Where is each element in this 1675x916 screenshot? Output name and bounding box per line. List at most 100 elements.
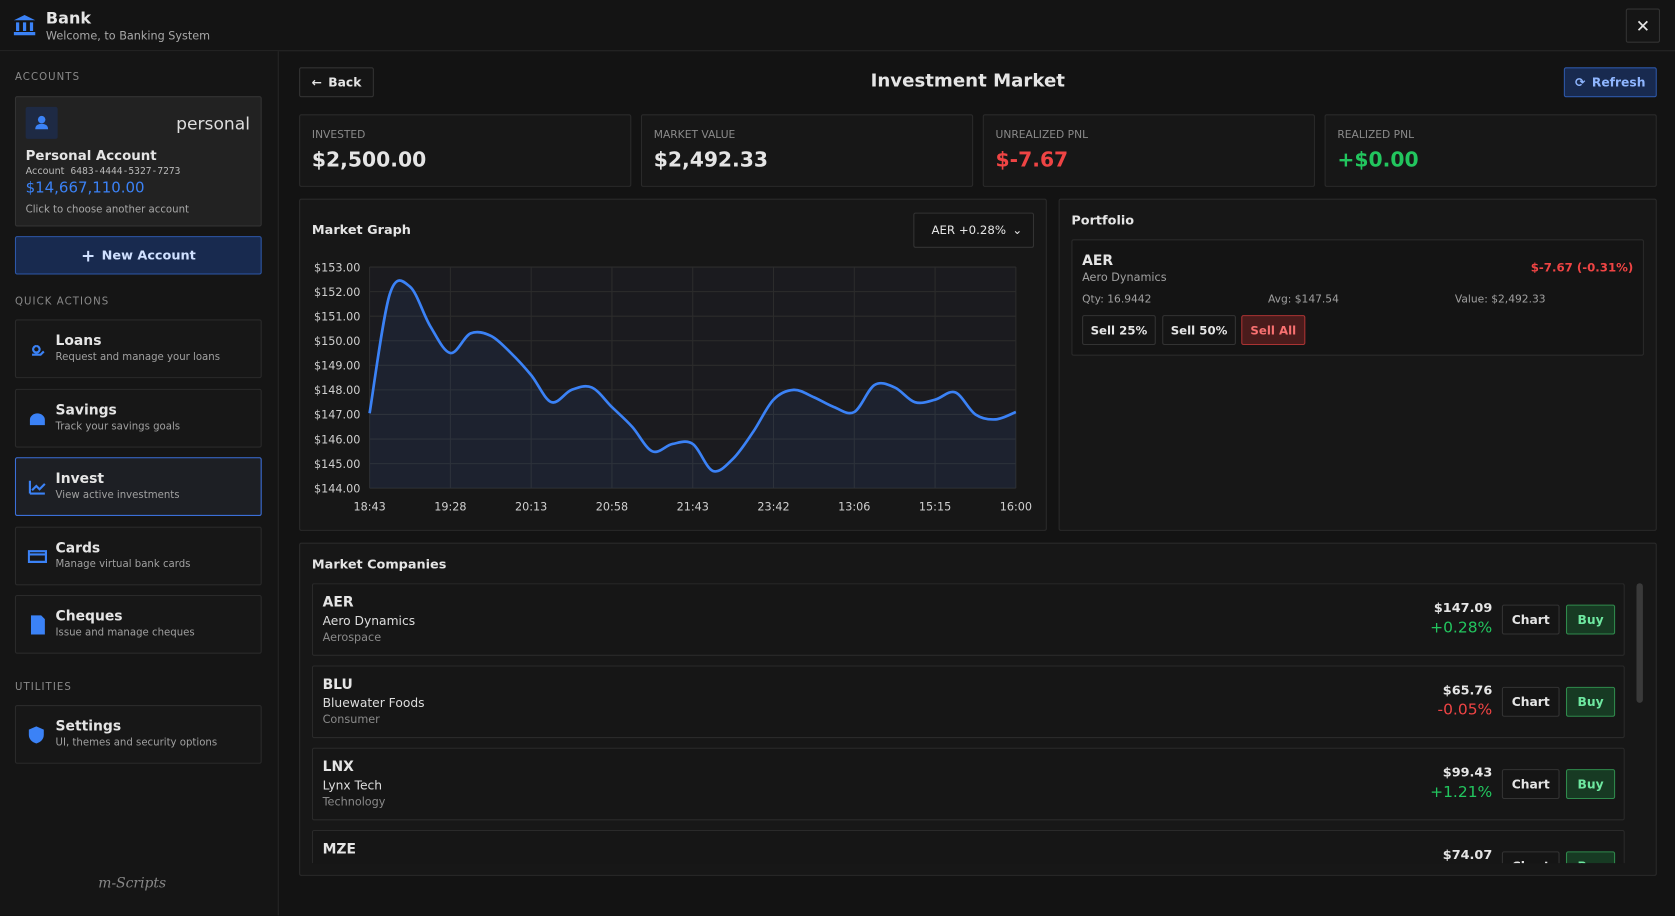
stat-label: MARKET VALUE — [653, 129, 736, 142]
chart-button[interactable]: Chart — [1501, 851, 1560, 864]
action-item[interactable] — [14, 388, 262, 448]
y-tick-label: $148.00 — [314, 384, 360, 397]
company-change: -0.05% — [1437, 701, 1493, 719]
new-account-button[interactable]: + New Account — [14, 236, 262, 275]
company-name: Bluewater Foods — [322, 695, 425, 711]
account-type: personal — [176, 113, 250, 134]
settings-icon — [28, 726, 44, 744]
settings-title: Settings — [55, 718, 122, 735]
back-button[interactable]: ← Back — [299, 67, 374, 98]
y-tick-label: $145.00 — [314, 458, 360, 471]
company-price: $74.07 — [1442, 847, 1493, 863]
refresh-button[interactable]: ⟳ Refresh — [1563, 67, 1657, 98]
chart-button[interactable]: Chart — [1501, 769, 1560, 800]
stat-card — [982, 114, 1315, 187]
company-list: AER Aero Dynamics Aerospace $147.09 +0.28% Ch… — [311, 583, 1626, 864]
action-icon — [30, 615, 45, 635]
account-hint: Click to choose another account — [25, 204, 189, 216]
stat-value: $-7.67 — [995, 148, 1069, 172]
header — [0, 0, 1675, 52]
y-tick-label: $153.00 — [314, 261, 360, 274]
action-title: Loans — [55, 333, 102, 350]
sell-button[interactable]: Sell 50% — [1162, 315, 1236, 346]
close-button[interactable]: ✕ — [1625, 8, 1660, 43]
x-tick-label: 13:06 — [838, 501, 870, 514]
x-tick-label: 15:15 — [919, 501, 951, 514]
price-line — [368, 279, 1017, 473]
buy-button[interactable]: Buy — [1565, 686, 1616, 717]
y-tick-label: $150.00 — [314, 335, 360, 348]
action-desc: Manage virtual bank cards — [55, 558, 191, 571]
stat-value: +$0.00 — [1337, 148, 1419, 172]
app-title: Bank — [45, 8, 92, 28]
action-icon — [27, 549, 48, 563]
action-item[interactable] — [14, 457, 262, 517]
stat-card — [299, 114, 632, 187]
company-symbol: BLU — [322, 677, 353, 694]
sell-all-button[interactable]: Sell All — [1241, 315, 1306, 346]
holding-value: Value: $2,492.33 — [1454, 293, 1546, 306]
button-label: New Account — [101, 247, 196, 263]
selector-label: AER +0.28% — [931, 223, 1007, 238]
market-title: Market Companies — [311, 556, 447, 572]
action-icon — [28, 480, 46, 495]
chart-button[interactable]: Chart — [1501, 604, 1560, 635]
action-item[interactable] — [14, 319, 262, 379]
action-item[interactable] — [14, 595, 262, 655]
company-change: +1.21% — [1430, 784, 1493, 802]
holding-qty: Qty: 16.9442 — [1082, 293, 1152, 306]
page-title: Investment Market — [870, 70, 1065, 92]
button-label: Refresh — [1591, 74, 1646, 90]
avatar — [25, 106, 58, 139]
stat-card — [640, 114, 974, 187]
action-desc: Issue and manage cheques — [55, 627, 195, 640]
company-row — [311, 583, 1625, 656]
company-name: Aero Dynamics — [322, 613, 416, 629]
settings-desc: UI, themes and security options — [55, 737, 218, 749]
y-tick-label: $146.00 — [314, 433, 360, 446]
company-symbol: MZE — [322, 841, 356, 858]
market-chart: $153.00 $152.00 $151.00 $150.00 $149.00 $148.… — [314, 261, 1032, 514]
company-symbol: AER — [322, 594, 354, 612]
action-desc: Track your savings goals — [55, 420, 181, 433]
y-tick-label: $149.00 — [314, 360, 360, 373]
company-row — [311, 829, 1625, 864]
stat-card — [1324, 114, 1657, 187]
buy-button[interactable]: Buy — [1565, 851, 1616, 864]
action-title: Cards — [55, 540, 101, 557]
action-icon — [32, 345, 45, 356]
buy-button[interactable]: Buy — [1565, 769, 1616, 800]
x-tick-label: 23:42 — [757, 501, 789, 514]
buy-button[interactable]: Buy — [1565, 604, 1616, 635]
settings-item[interactable] — [14, 705, 262, 764]
y-tick-label: $152.00 — [314, 286, 360, 299]
stat-label: INVESTED — [311, 129, 366, 142]
account-name: Personal Account — [25, 147, 157, 164]
holding-card — [1071, 239, 1644, 356]
section-label: UTILITIES — [14, 681, 72, 694]
chart-button[interactable]: Chart — [1501, 686, 1560, 717]
action-item[interactable] — [14, 526, 262, 586]
company-row — [311, 747, 1625, 821]
company-sector: Technology — [322, 795, 386, 809]
scrollbar — [1636, 583, 1643, 703]
account-balance: $14,667,110.00 — [25, 179, 145, 197]
app-subtitle: Welcome, to Banking System — [45, 29, 211, 43]
y-tick-label: $151.00 — [314, 310, 360, 323]
y-tick-label: $147.00 — [314, 409, 360, 422]
symbol-selector[interactable]: AER +0.28% ⌄ — [913, 212, 1035, 248]
company-sector: Aerospace — [322, 631, 382, 645]
bank-icon — [13, 14, 36, 36]
stat-value: $2,500.00 — [311, 148, 427, 172]
holding-name: Aero Dynamics — [1082, 271, 1167, 285]
holding-symbol: AER — [1082, 253, 1114, 270]
company-row — [311, 665, 1625, 739]
sell-button[interactable]: Sell 25% — [1082, 315, 1156, 346]
company-symbol: LNX — [322, 759, 354, 776]
company-price: $99.43 — [1442, 764, 1493, 780]
action-title: Cheques — [55, 609, 123, 626]
action-desc: View active investments — [55, 489, 180, 502]
action-icon — [29, 412, 45, 425]
account-number-label: Account — [25, 166, 65, 178]
